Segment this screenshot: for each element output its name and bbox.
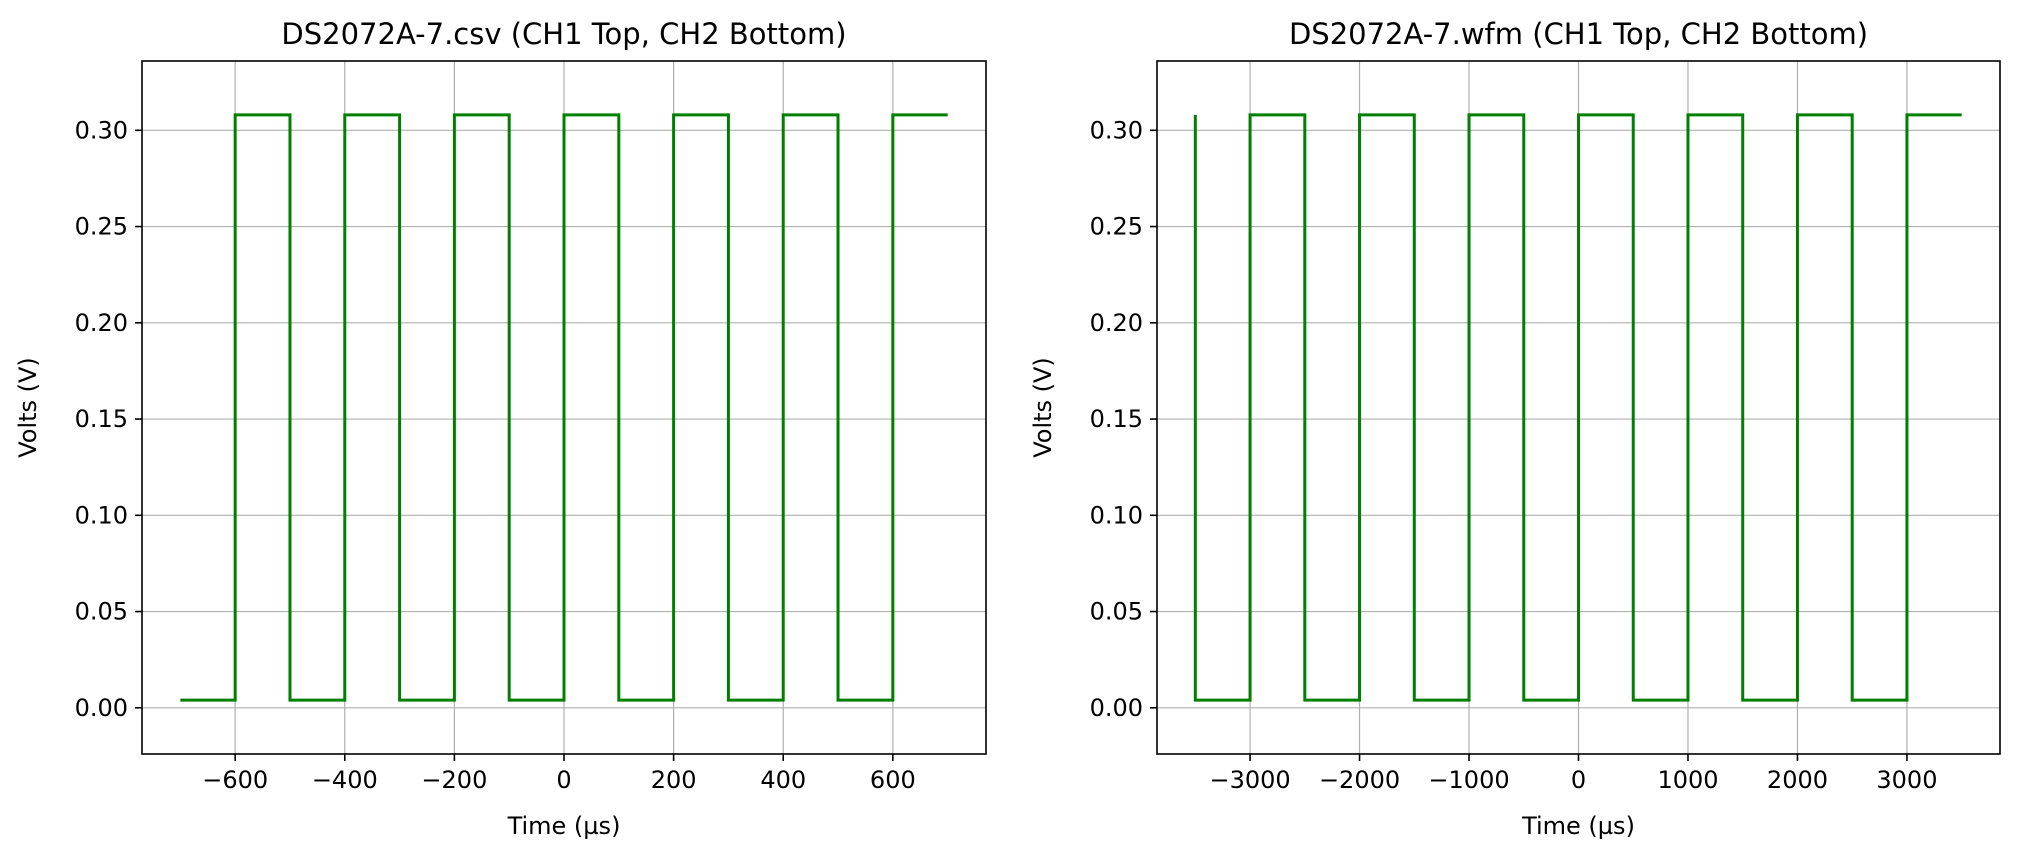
y-tick-label: 0.15 — [75, 405, 128, 433]
x-tick-label: 400 — [760, 766, 806, 794]
y-tick-label: 0.20 — [1090, 309, 1143, 337]
x-tick-label: −1000 — [1428, 766, 1509, 794]
y-tick-label: 0.05 — [75, 598, 128, 626]
x-tick-label: 200 — [651, 766, 697, 794]
x-tick-label: 3000 — [1876, 766, 1937, 794]
y-axis-label: Volts (V) — [14, 357, 42, 458]
right-chart-panel: −3000 −2000 −1000 0 1000 2000 3000 0.00 0.05 0.10… — [1029, 17, 2001, 840]
x-tick-label: −600 — [202, 766, 268, 794]
chart-title: DS2072A-7.wfm (CH1 Top, CH2 Bottom) — [1289, 17, 1868, 51]
y-tick-label: 0.25 — [75, 213, 128, 241]
x-tick-label: 0 — [556, 766, 571, 794]
x-tick-label: 600 — [870, 766, 916, 794]
x-tick-label: 2000 — [1767, 766, 1828, 794]
y-tick-label: 0.25 — [1090, 213, 1143, 241]
x-axis-label: Time (µs) — [1521, 812, 1635, 840]
x-tick-label: 1000 — [1657, 766, 1718, 794]
x-tick-label: −200 — [421, 766, 487, 794]
x-tick-label: −2000 — [1319, 766, 1400, 794]
y-tick-label: 0.05 — [1090, 598, 1143, 626]
x-tick-label: −3000 — [1209, 766, 1290, 794]
chart-title: DS2072A-7.csv (CH1 Top, CH2 Bottom) — [281, 17, 846, 51]
y-tick-label: 0.20 — [75, 309, 128, 337]
y-tick-label: 0.10 — [1090, 501, 1143, 529]
y-tick-label: 0.30 — [1090, 116, 1143, 144]
y-tick-label: 0.10 — [75, 501, 128, 529]
y-tick-label: 0.15 — [1090, 405, 1143, 433]
x-tick-label: 0 — [1571, 766, 1586, 794]
x-axis-label: Time (µs) — [507, 812, 621, 840]
y-tick-label: 0.00 — [75, 694, 128, 722]
series-line — [1193, 113, 1962, 702]
y-tick-label: 0.30 — [75, 116, 128, 144]
y-tick-label: 0.00 — [1090, 694, 1143, 722]
y-axis-label: Volts (V) — [1029, 357, 1057, 458]
left-chart-panel: −600 −400 −200 0 200 400 600 0.00 0.05 0.10 0.15 0.… — [14, 17, 987, 840]
x-tick-label: −400 — [312, 766, 378, 794]
series-line — [180, 113, 948, 702]
